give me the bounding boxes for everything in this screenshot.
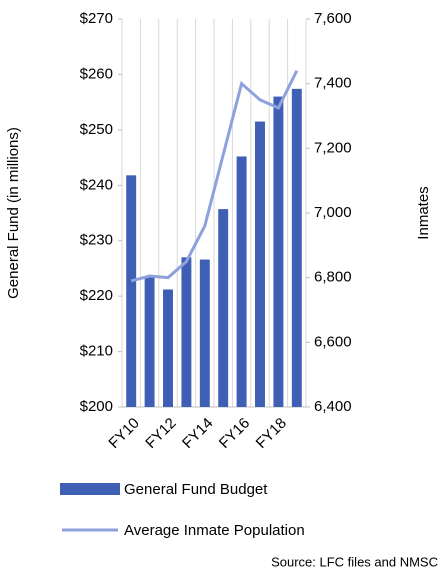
legend-label: Average Inmate Population: [124, 522, 305, 539]
bar: [199, 259, 210, 407]
legend-swatch: [60, 483, 120, 495]
bar: [144, 276, 155, 407]
y-tick-label: $230: [80, 232, 113, 249]
y-tick-label: $200: [80, 398, 113, 415]
y2-tick-label: 6,400: [314, 398, 352, 415]
bar: [218, 209, 229, 407]
line: [130, 70, 299, 283]
source: Source: LFC files and NMSC: [271, 554, 438, 569]
bar: [163, 289, 173, 407]
x-tick-label: FY18: [253, 415, 290, 452]
y-tick-label: $250: [80, 121, 113, 138]
y2-tick-label: 7,400: [314, 75, 352, 92]
bar: [126, 175, 137, 407]
bar: [273, 96, 284, 407]
y-tick-label: $270: [80, 10, 113, 27]
x-tick-label: FY12: [142, 415, 179, 452]
y2-axis-label: Inmates: [415, 186, 432, 239]
legend-label: General Fund Budget: [124, 481, 268, 498]
y-tick-label: $240: [80, 176, 113, 193]
x-tick-label: FY10: [105, 415, 142, 452]
y2-tick-label: 6,800: [314, 269, 352, 286]
bar: [291, 88, 302, 407]
bar: [255, 121, 265, 408]
y2-tick-label: 7,000: [314, 204, 352, 221]
y2-tick-label: 7,200: [314, 139, 352, 156]
bar: [236, 156, 247, 407]
y2-tick-label: 6,600: [314, 333, 352, 350]
y-axis-label: General Fund (in millions): [5, 127, 22, 299]
y-tick-label: $210: [80, 343, 113, 360]
y-tick-label: $260: [80, 65, 113, 82]
x-tick-label: FY16: [216, 415, 253, 452]
y-tick-label: $220: [80, 287, 113, 304]
y2-tick-label: 7,600: [314, 10, 352, 27]
x-tick-label: FY14: [179, 415, 216, 452]
bar: [181, 257, 192, 407]
